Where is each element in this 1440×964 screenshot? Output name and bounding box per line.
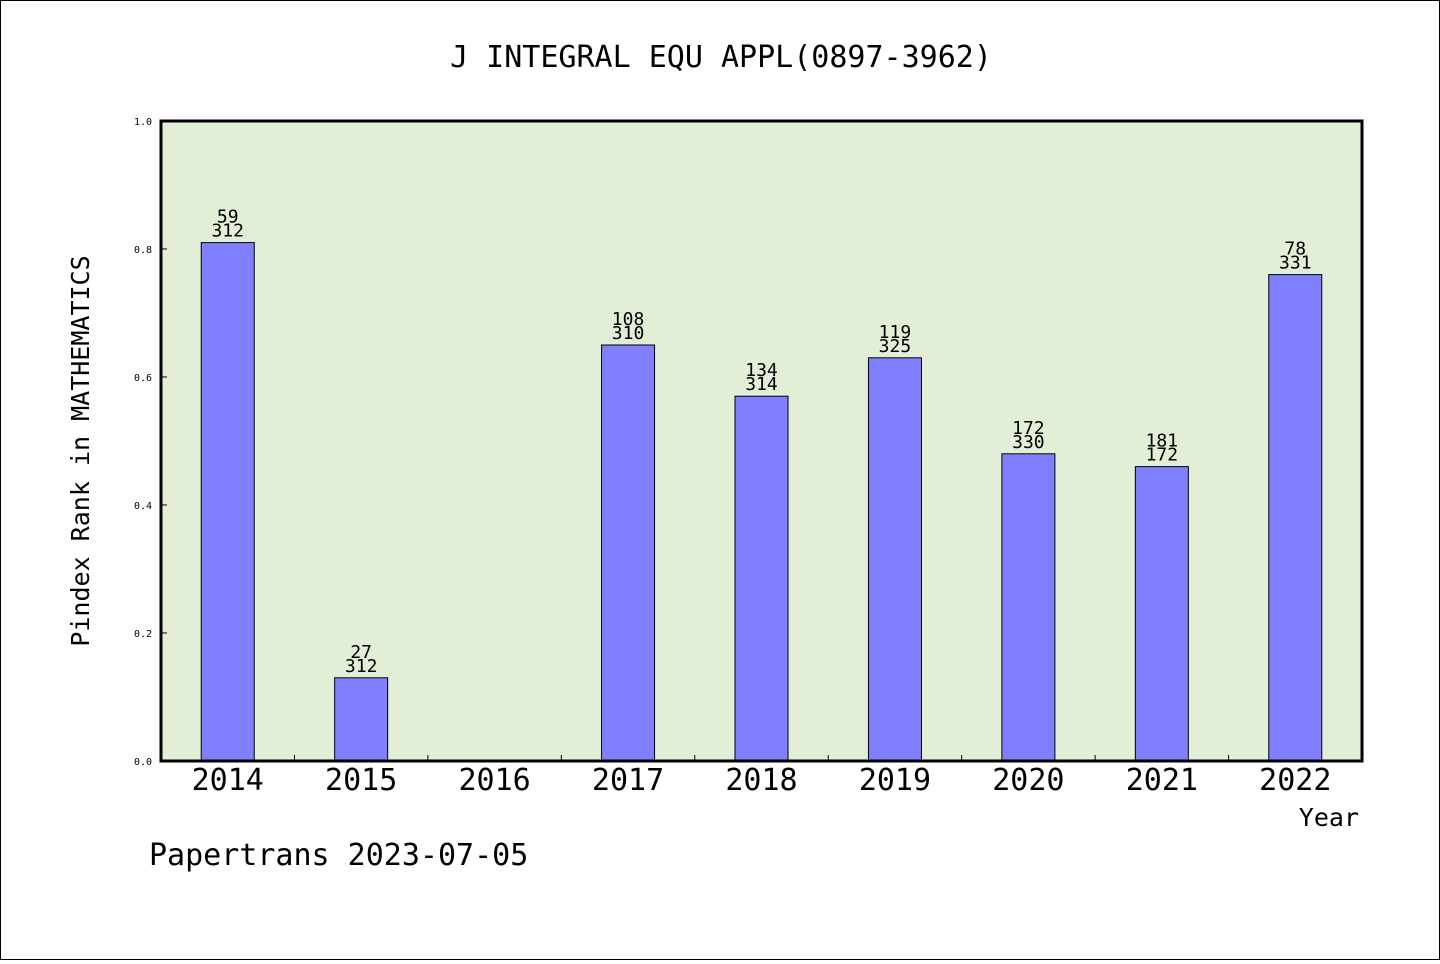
bar-rank-label: 59 (217, 207, 239, 228)
bar-2019 (867, 357, 922, 762)
bar-rank-label: 119 (879, 322, 912, 343)
bars-group (200, 242, 1323, 762)
bar-total-label: 331 (1279, 253, 1312, 274)
x-tick-label: 2018 (725, 763, 797, 798)
bar-rank-label: 78 (1284, 239, 1306, 260)
x-tick-label: 2020 (992, 763, 1064, 798)
bar-total-label: 314 (745, 374, 778, 395)
x-tick-label: 2022 (1259, 763, 1331, 798)
bar-rank-label: 181 (1146, 431, 1179, 452)
y-tick-label: 0.2 (134, 629, 152, 640)
x-tick-label: 2016 (458, 763, 530, 798)
bar-rank-label: 172 (1012, 418, 1045, 439)
x-axis: 2014 2015 2016 2017 2018 2019 2020 2021 2022 (192, 755, 1331, 798)
credit-text: Papertrans 2023-07-05 (149, 838, 528, 873)
bar-2020 (1001, 453, 1056, 762)
x-axis-label: Year (1299, 803, 1359, 832)
bar-rank-label: 134 (745, 360, 778, 381)
x-tick-label: 2019 (859, 763, 931, 798)
y-axis-label: Pindex Rank in MATHEMATICS (66, 255, 95, 646)
y-tick-label: 0.4 (134, 501, 152, 512)
y-tick-label: 1.0 (134, 117, 152, 128)
bar-rank-label: 108 (612, 309, 645, 330)
x-tick-label: 2014 (192, 763, 264, 798)
bar-total-label: 312 (211, 221, 244, 242)
x-tick-label: 2015 (325, 763, 397, 798)
chart-title: J INTEGRAL EQU APPL(0897-3962) (450, 40, 992, 75)
bar-2022 (1268, 274, 1323, 762)
bar-2015 (334, 677, 389, 762)
bar-2014 (200, 242, 255, 762)
y-tick-label: 0.8 (134, 245, 152, 256)
bar-total-label: 312 (345, 656, 378, 677)
y-tick-label: 0.0 (134, 757, 152, 768)
x-tick-label: 2021 (1126, 763, 1198, 798)
bar-2018 (734, 395, 789, 762)
y-tick-label: 0.6 (134, 373, 152, 384)
bar-total-label: 325 (879, 336, 912, 357)
plot-border (159, 119, 1364, 763)
x-tick-label: 2017 (592, 763, 664, 798)
bar-total-label: 310 (612, 323, 645, 344)
bar-total-label: 330 (1012, 432, 1045, 453)
bar-total-label: 172 (1146, 445, 1179, 466)
bar-2021 (1134, 466, 1189, 762)
bar-rank-label: 27 (350, 642, 372, 663)
bar-2017 (601, 344, 656, 762)
